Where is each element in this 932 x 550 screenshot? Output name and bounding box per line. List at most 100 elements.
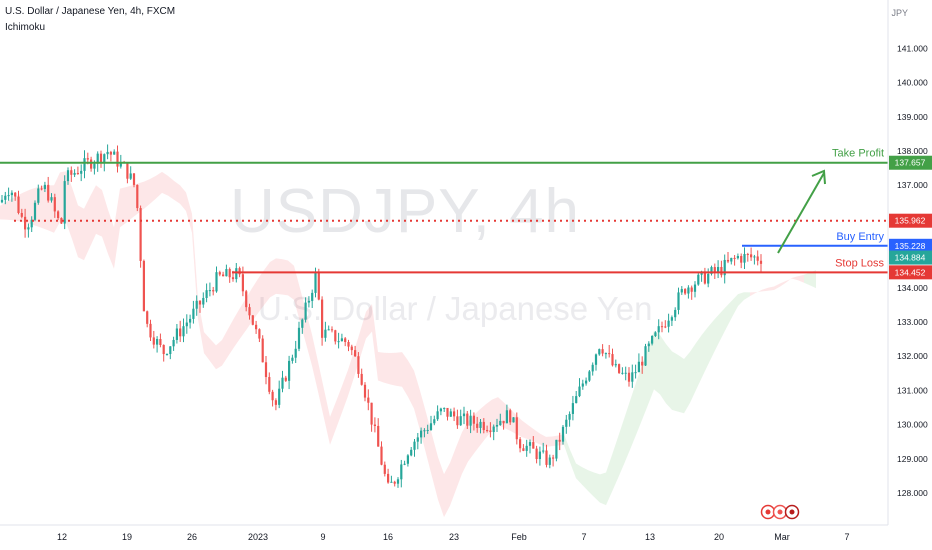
candle-body [198,300,202,305]
cloud-segment [360,311,366,359]
candle-body [99,153,103,163]
candle-body [301,319,304,328]
candle-body [561,426,565,442]
candle-body [720,266,723,276]
candle-body [291,357,294,361]
candle-body [222,274,225,277]
candle-body [545,450,548,465]
candle-body [571,403,574,414]
candle-body [208,290,211,292]
cloud-segment [468,415,474,462]
candle-body [552,457,555,459]
candle-body [185,322,188,327]
candle-body [132,173,136,185]
cloud-segment [756,289,762,293]
candle-body [449,411,452,417]
candle-body [330,329,334,331]
cloud-segment [372,304,378,381]
candle-body [393,481,396,484]
candle-body [40,188,43,190]
candle-body [66,170,70,182]
candle-body [162,344,165,355]
cloud-segment [654,330,660,395]
candle-body [670,317,673,321]
candle-body [631,372,634,382]
candle-body [294,348,297,358]
cloud-segment [168,175,174,200]
symbol-watermark: USDJPY, 4h [230,177,581,246]
price-badges: 137.657 135.962 135.228 134.884 134.452 [889,155,932,280]
price-badge [889,155,932,170]
candle-body [238,268,241,275]
candle-body [255,324,258,330]
candle-body [690,287,693,292]
candle-body [380,446,383,465]
candle-body [106,151,109,155]
candle-body [644,346,647,366]
economic-event-dot [765,509,771,515]
cloud-segment [792,276,798,281]
candle-body [383,464,386,474]
candle-body [119,162,122,167]
cloud-segment [270,258,276,298]
cloud-segment [720,306,726,341]
cloud-segment [420,390,426,454]
candle-body [469,415,472,426]
cloud-segment [0,202,6,220]
candle-body [627,372,631,382]
candle-body [713,267,716,273]
candle-body [142,260,145,312]
cloud-segment [786,277,792,283]
candle-body [693,284,697,292]
candle-body [152,337,155,345]
candle-body [17,196,20,213]
candle-body [677,292,680,310]
candle-body [212,290,215,292]
candle-body [746,253,749,255]
candle-body [703,271,706,284]
cloud-segment [282,259,288,296]
candle-body [350,346,353,351]
cloud-segment [564,434,570,463]
candle-body [756,256,759,261]
candle-body [30,219,33,228]
candle-body [492,426,495,433]
candle-body [660,326,664,328]
cloud-segment [150,175,156,204]
candle-body [489,430,492,433]
price-badge [889,213,932,228]
candle-body [129,173,132,179]
cloud-segment [744,292,750,300]
candle-body [436,411,439,420]
candle-body [594,354,598,365]
candle-body [657,326,660,333]
time-tick-label: 9 [320,532,325,542]
currency-label: JPY [891,8,908,18]
price-tick-label: 140.000 [897,78,928,88]
candle-body [103,154,106,163]
candle-body [472,415,475,424]
candle-body [717,266,720,273]
candle-body [416,437,419,442]
candle-body [538,451,541,460]
cloud-segment [678,354,684,414]
cloud-segment [264,261,270,306]
candle-body [172,339,175,347]
cloud-segment [600,472,606,506]
candle-body [743,253,746,263]
candle-body [410,449,413,456]
cloud-segment [378,351,384,383]
candle-body [439,408,442,412]
candle-body [57,211,60,219]
candle-body [109,151,112,155]
price-badge [889,238,932,253]
candle-body [37,188,40,203]
candle-body [420,430,423,438]
cloud-segment [798,274,804,283]
time-tick-label: 7 [844,532,849,542]
cloud-segment [648,330,654,405]
time-tick-label: 19 [122,532,132,542]
candle-body [555,439,558,459]
cloud-segment [546,436,552,447]
